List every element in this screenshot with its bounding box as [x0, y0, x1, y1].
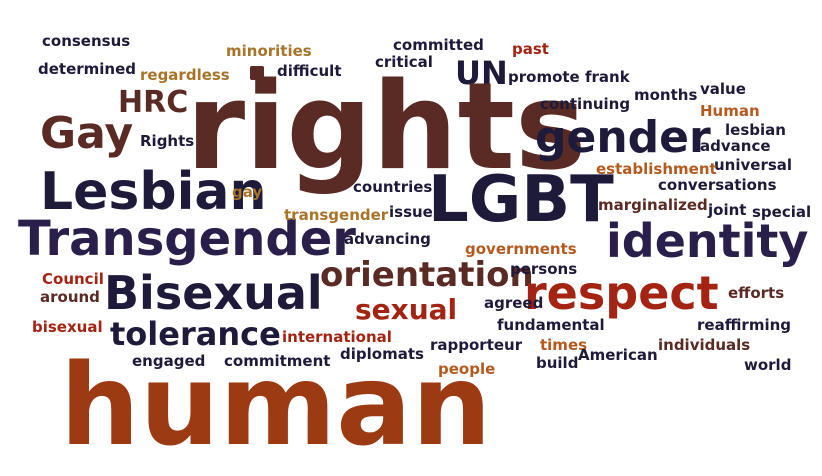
word-difficult: difficult	[277, 62, 342, 80]
word-issue: issue	[389, 203, 433, 221]
word-people: people	[438, 360, 496, 378]
word-commitment: commitment	[224, 352, 331, 370]
word-times: times	[540, 336, 588, 354]
word-orientation: orientation	[320, 255, 534, 295]
word-around: around	[40, 288, 100, 306]
word-promote: promote	[508, 68, 580, 86]
word-bisexual-large: Bisexual	[104, 266, 323, 320]
word-critical: critical	[375, 53, 433, 71]
word-lesbian-large: Lesbian	[40, 162, 267, 222]
word-universal: universal	[714, 156, 793, 174]
word-transgender-large: Transgender	[18, 211, 356, 267]
word-american: American	[578, 346, 658, 364]
word-value: value	[700, 80, 746, 98]
word-rights-small: Rights	[140, 132, 195, 150]
word-fundamental: fundamental	[497, 316, 605, 334]
word-efforts: efforts	[728, 284, 785, 302]
word-diplomats: diplomats	[340, 345, 424, 363]
word-governments: governments	[465, 240, 577, 258]
word-lgbt: LGBT	[428, 163, 614, 237]
word-lesbian: lesbian	[725, 121, 786, 139]
word-world: world	[744, 356, 792, 374]
word-council: Council	[42, 270, 104, 288]
word-advance: advance	[700, 137, 771, 155]
word-hrc: HRC	[118, 85, 189, 120]
word-reaffirming: reaffirming	[697, 316, 792, 334]
word-consensus: consensus	[42, 32, 131, 50]
word-gay-small: gay	[232, 183, 263, 201]
word-frank: frank	[585, 68, 630, 86]
word-marginalized: marginalized	[598, 196, 708, 214]
word-joint: joint	[708, 201, 747, 219]
word-gay: Gay	[40, 108, 134, 159]
word-bisexual: bisexual	[32, 318, 103, 336]
word-agreed: agreed	[484, 294, 544, 312]
word-minorities: minorities	[226, 42, 312, 60]
word-tolerance: tolerance	[110, 315, 281, 353]
word-build: build	[536, 354, 579, 372]
word-human-small: Human	[700, 102, 760, 120]
square-mark	[250, 66, 264, 80]
word-human: human	[60, 341, 492, 471]
word-gender: gender	[535, 112, 711, 163]
word-international: international	[282, 328, 392, 346]
word-countries: countries	[353, 178, 433, 196]
word-respect: respect	[524, 266, 719, 320]
word-conversations: conversations	[658, 176, 777, 194]
word-regardless: regardless	[140, 66, 230, 84]
word-individuals: individuals	[658, 336, 751, 354]
word-months: months	[634, 86, 698, 104]
word-advancing: advancing	[344, 230, 431, 248]
word-identity: identity	[606, 214, 809, 268]
word-past: past	[512, 40, 549, 58]
word-sexual: sexual	[355, 293, 458, 326]
word-determined: determined	[38, 60, 137, 78]
word-rapporteur: rapporteur	[430, 336, 523, 354]
word-continuing: continuing	[540, 95, 631, 113]
word-committed: committed	[393, 36, 484, 54]
word-establishment: establishment	[596, 160, 717, 178]
word-rights: rights	[186, 58, 587, 197]
word-un: UN	[455, 54, 508, 92]
word-persons: persons	[510, 260, 578, 278]
word-special: special	[752, 203, 812, 221]
word-transgender: transgender	[284, 206, 389, 224]
word-engaged: engaged	[132, 352, 206, 370]
